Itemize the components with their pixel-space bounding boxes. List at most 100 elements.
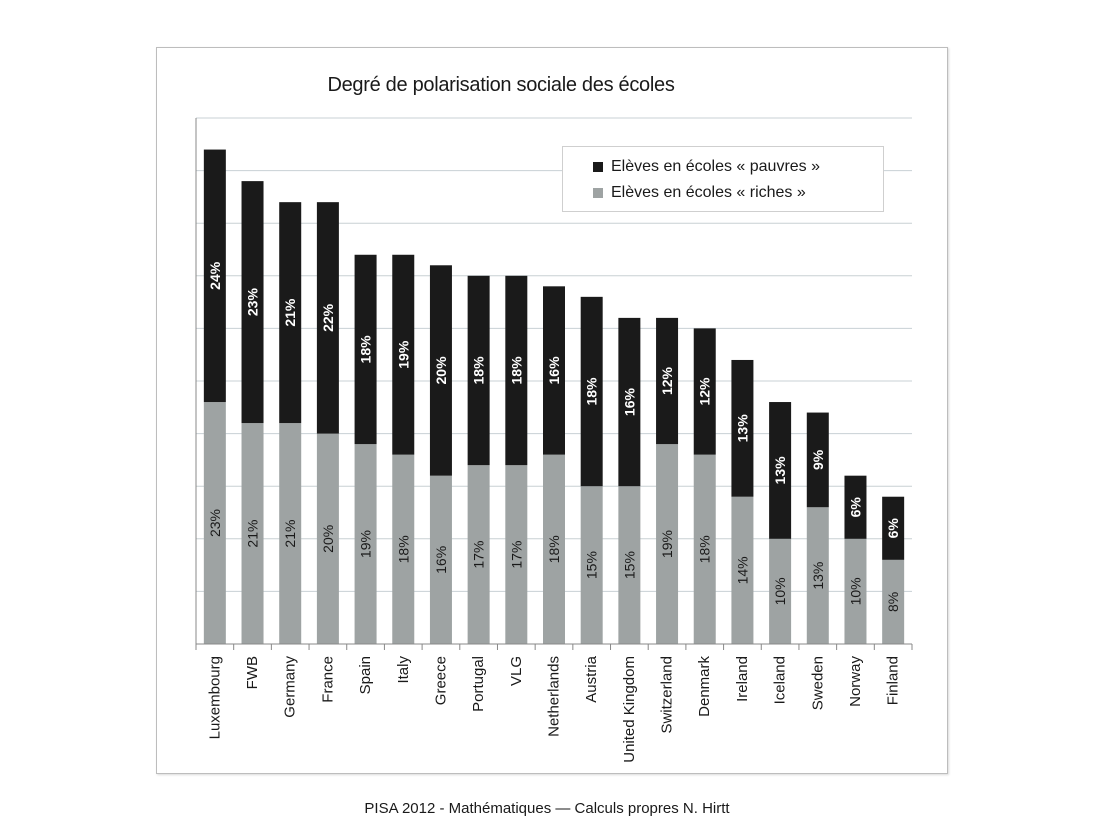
bar-poor-9: [505, 275, 528, 466]
bar-rich-8: [467, 465, 490, 644]
data-label-rich: 8%: [885, 592, 901, 612]
x-tick-label: France: [319, 656, 336, 703]
bar-rich-6: [392, 454, 415, 644]
data-label-poor: 18%: [358, 335, 374, 364]
bar-poor-6: [392, 254, 415, 455]
x-tick-label: Switzerland: [659, 656, 676, 734]
bar-poor-7: [429, 265, 452, 476]
bar-rich-11: [580, 486, 603, 644]
chart-title: Degré de polarisation sociale des écoles: [327, 74, 675, 96]
data-label-poor: 24%: [207, 261, 223, 290]
bar-rich-10: [543, 454, 565, 644]
bar-poor-10: [543, 286, 565, 455]
data-label-rich: 15%: [584, 551, 600, 579]
data-label-rich: 14%: [734, 556, 750, 584]
x-tick-label: VLG: [508, 656, 525, 686]
data-label-rich: 18%: [395, 535, 411, 563]
x-tick-label: Sweden: [809, 656, 826, 710]
legend-item-rich: Elèves en écoles « riches »: [593, 184, 806, 202]
legend-item-poor: Elèves en écoles « pauvres »: [593, 158, 820, 176]
bar-rich-9: [505, 465, 528, 644]
data-label-poor: 21%: [282, 298, 298, 327]
bar-poor-11: [580, 296, 603, 487]
bar-rich-19: [882, 559, 905, 644]
data-label-poor: 18%: [584, 377, 600, 406]
data-label-poor: 12%: [697, 377, 713, 406]
data-label-rich: 15%: [621, 551, 637, 579]
x-tick-label: Finland: [885, 656, 902, 705]
data-label-poor: 19%: [395, 340, 411, 369]
data-label-rich: 17%: [471, 541, 487, 569]
data-label-poor: 6%: [885, 518, 901, 539]
data-label-poor: 16%: [621, 387, 637, 416]
bar-rich-7: [429, 475, 452, 644]
data-label-poor: 18%: [508, 356, 524, 385]
data-label-rich: 18%: [546, 535, 562, 563]
bar-rich-12: [618, 486, 641, 644]
data-label-rich: 13%: [810, 562, 826, 590]
x-tick-label: FWB: [244, 656, 261, 689]
bar-poor-14: [693, 328, 716, 455]
bar-poor-19: [882, 496, 905, 560]
x-tick-label: Spain: [357, 656, 374, 694]
bar-poor-12: [618, 317, 641, 487]
data-label-rich: 18%: [697, 535, 713, 563]
x-tick-label: Denmark: [696, 656, 713, 717]
data-label-rich: 23%: [207, 509, 223, 537]
data-label-rich: 21%: [282, 520, 298, 548]
bar-poor-18: [844, 475, 867, 539]
bar-rich-14: [693, 454, 716, 644]
data-label-poor: 13%: [772, 456, 788, 485]
x-tick-label: Austria: [583, 655, 600, 702]
data-label-poor: 6%: [847, 497, 863, 518]
data-label-rich: 17%: [508, 541, 524, 569]
data-label-poor: 20%: [433, 356, 449, 385]
bar-poor-1: [203, 149, 226, 403]
bar-rich-1: [203, 402, 226, 644]
x-tick-label: Iceland: [772, 656, 789, 704]
data-label-rich: 19%: [659, 530, 675, 558]
x-tick-label: Greece: [432, 656, 449, 705]
x-tick-label: Norway: [847, 656, 864, 707]
data-label-rich: 19%: [358, 530, 374, 558]
x-tick-label: Ireland: [734, 656, 751, 702]
data-label-rich: 20%: [320, 525, 336, 553]
x-tick-label: Italy: [395, 656, 412, 684]
data-label-poor: 12%: [659, 366, 675, 395]
bar-rich-3: [279, 423, 302, 644]
legend-swatch-rich: [593, 188, 603, 198]
data-label-rich: 21%: [245, 520, 261, 548]
bar-poor-13: [656, 317, 679, 445]
data-label-rich: 10%: [772, 577, 788, 605]
legend-label-poor: Elèves en écoles « pauvres »: [611, 158, 821, 175]
x-tick-label: Portugal: [470, 656, 487, 712]
x-tick-label: United Kingdom: [621, 656, 638, 763]
bar-poor-3: [279, 202, 302, 424]
legend-swatch-poor: [593, 162, 603, 172]
bar-poor-17: [806, 412, 829, 508]
bar-rich-13: [656, 444, 679, 644]
data-label-rich: 16%: [433, 546, 449, 574]
data-label-poor: 9%: [810, 449, 826, 470]
data-label-poor: 22%: [320, 303, 336, 332]
bar-poor-15: [731, 359, 754, 497]
bar-poor-16: [769, 402, 792, 539]
bar-rich-17: [806, 507, 829, 644]
data-label-poor: 13%: [734, 414, 750, 443]
x-tick-label: Luxembourg: [206, 656, 223, 739]
bar-rich-18: [844, 538, 867, 644]
bar-rich-4: [316, 433, 339, 644]
bar-poor-5: [354, 254, 377, 445]
bar-poor-8: [467, 275, 490, 466]
x-tick-label: Germany: [282, 656, 299, 718]
data-label-poor: 23%: [245, 288, 261, 317]
bar-poor-4: [316, 202, 339, 434]
bar-rich-15: [731, 496, 754, 644]
bar-rich-2: [241, 423, 264, 644]
data-label-poor: 16%: [546, 356, 562, 385]
bar-poor-2: [241, 181, 264, 424]
data-label-rich: 10%: [847, 577, 863, 605]
legend-label-rich: Elèves en écoles « riches »: [611, 184, 806, 201]
bar-rich-16: [769, 538, 792, 644]
